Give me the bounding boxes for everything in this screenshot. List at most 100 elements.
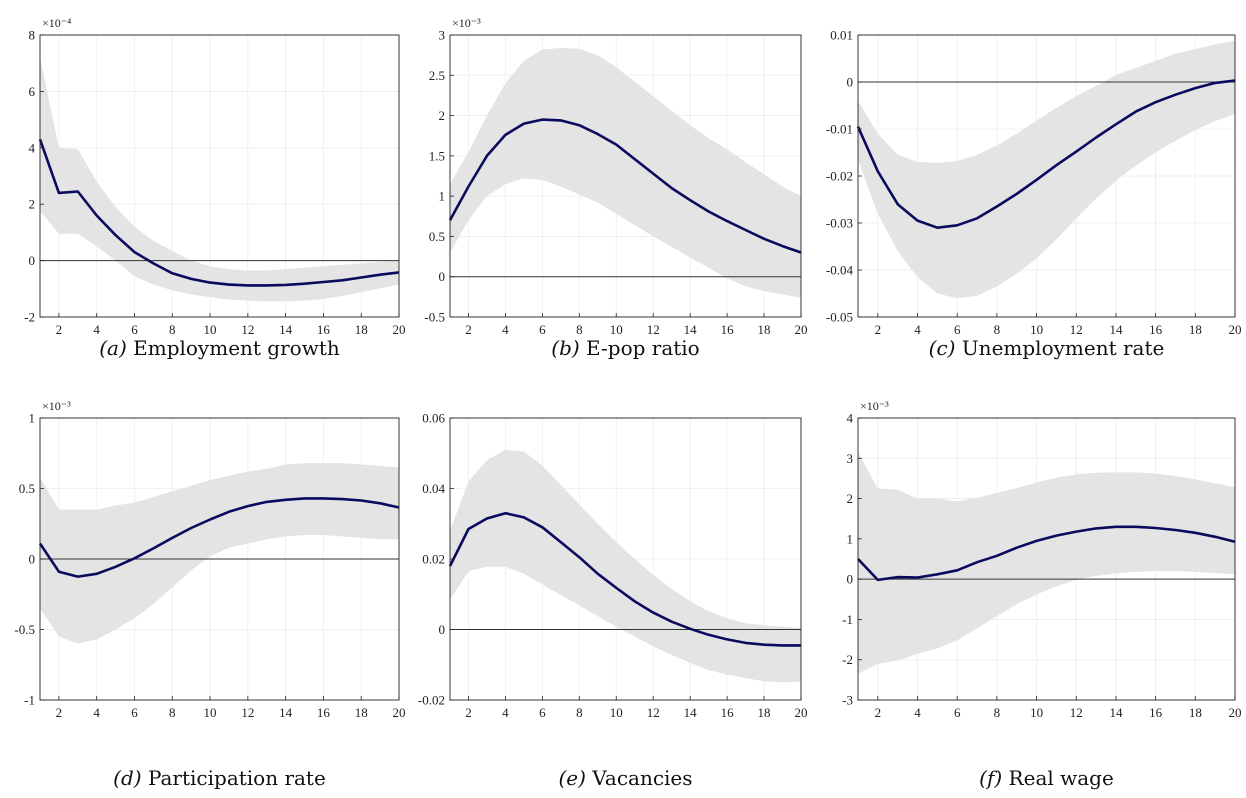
y-tick-label: -2: [24, 310, 35, 325]
caption-text: Employment growth: [133, 336, 340, 360]
y-tick-label: 4: [847, 411, 854, 426]
y-tick-label: 6: [29, 84, 36, 99]
y-tick-label: 0: [847, 75, 854, 90]
axis-exponent-label: ×10⁻³: [42, 399, 71, 413]
y-tick-label: 1.5: [429, 148, 445, 163]
x-tick-label: 20: [393, 322, 406, 337]
y-tick-label: 0: [29, 552, 36, 567]
x-tick-label: 14: [684, 322, 698, 337]
y-tick-label: 4: [29, 140, 36, 155]
y-tick-label: 1: [29, 411, 36, 426]
x-tick-label: 16: [1149, 705, 1163, 720]
y-tick-label: 2.5: [429, 68, 445, 83]
chart-caption: (c) Unemployment rate: [929, 336, 1165, 360]
axis-exponent-label: ×10⁻³: [860, 399, 889, 413]
y-tick-label: 0.5: [19, 481, 35, 496]
y-tick-label: -0.01: [826, 122, 853, 137]
response-line: [857, 525, 1236, 582]
y-tick-label: -0.5: [14, 622, 35, 637]
y-tick-label: 0.06: [422, 411, 445, 426]
x-tick-label: 8: [576, 705, 583, 720]
x-tick-label: 18: [758, 322, 771, 337]
x-tick-label: 14: [684, 705, 698, 720]
x-tick-label: 12: [1070, 705, 1083, 720]
x-tick-label: 18: [1189, 705, 1202, 720]
caption-label: (a): [99, 336, 133, 360]
axes-box: [857, 417, 1236, 701]
chart-panel-a: 2 4 6 8 10 12 14 16 18 20 -2 0 2 4 6 8 ×10⁻⁴ (a) Employme…: [24, 16, 405, 360]
axes-box: [449, 34, 802, 318]
chart-panel-b: 2 4 6 8 10 12 14 16 18 20 -0.5 0 0.5 1 1.5 2 2.5 3 ×10⁻³ (b…: [424, 16, 807, 360]
y-tick-label: -3: [842, 693, 853, 708]
response-line: [448, 511, 801, 647]
x-tick-label: 16: [721, 705, 735, 720]
x-tick-label: 16: [1149, 322, 1163, 337]
y-tick-label: 0.01: [830, 28, 853, 43]
axes-box: [39, 34, 400, 318]
y-tick-label: 3: [439, 28, 446, 43]
x-tick-label: 16: [721, 322, 735, 337]
x-tick-label: 14: [279, 322, 293, 337]
x-tick-label: 6: [131, 322, 138, 337]
x-tick-label: 8: [994, 322, 1001, 337]
chart-caption: (b) E-pop ratio: [551, 336, 699, 360]
x-tick-label: 12: [647, 705, 660, 720]
confidence-band: [858, 40, 1235, 299]
y-tick-label: 0: [439, 269, 446, 284]
x-tick-label: 2: [875, 705, 882, 720]
x-tick-label: 20: [795, 705, 808, 720]
y-tick-label: -0.03: [826, 216, 853, 231]
caption-label: (b): [551, 336, 586, 360]
confidence-band: [450, 47, 801, 298]
caption-label: (e): [558, 766, 592, 790]
x-tick-label: 14: [1109, 322, 1123, 337]
y-tick-label: 0.04: [422, 481, 445, 496]
confidence-band: [858, 452, 1235, 674]
x-tick-label: 2: [875, 322, 882, 337]
caption-text: Real wage: [1009, 766, 1114, 790]
y-tick-label: 0: [29, 253, 36, 268]
x-tick-label: 12: [241, 705, 254, 720]
caption-text: Unemployment rate: [962, 336, 1165, 360]
x-tick-label: 10: [1030, 705, 1043, 720]
x-tick-label: 18: [1189, 322, 1202, 337]
x-tick-label: 4: [502, 705, 509, 720]
x-tick-label: 2: [465, 705, 472, 720]
y-tick-label: -2: [842, 652, 853, 667]
confidence-band: [40, 463, 399, 644]
x-tick-label: 6: [131, 705, 138, 720]
x-tick-label: 10: [204, 322, 217, 337]
x-tick-label: 12: [241, 322, 254, 337]
x-tick-label: 4: [914, 705, 921, 720]
x-tick-label: 8: [169, 322, 176, 337]
y-tick-label: -0.04: [826, 263, 854, 278]
x-tick-label: 6: [539, 322, 546, 337]
y-tick-label: 1: [847, 531, 854, 546]
response-line: [856, 79, 1236, 229]
x-tick-label: 16: [317, 705, 331, 720]
x-tick-label: 8: [576, 322, 583, 337]
x-tick-label: 20: [1229, 322, 1242, 337]
y-tick-label: -0.02: [418, 693, 445, 708]
y-tick-label: 1: [439, 189, 446, 204]
chart-panel-d: 2 4 6 8 10 12 14 16 18 20 -1 -0.5 0 0.5 1 ×10⁻³ (d) Part…: [14, 399, 405, 790]
x-tick-label: 14: [279, 705, 293, 720]
chart-caption: (a) Employment growth: [99, 336, 340, 360]
x-tick-label: 20: [795, 322, 808, 337]
y-tick-label: -0.05: [826, 310, 853, 325]
y-tick-label: 0.02: [422, 552, 445, 567]
x-tick-label: 18: [355, 705, 368, 720]
axis-exponent-label: ×10⁻⁴: [42, 16, 71, 30]
x-tick-label: 14: [1109, 705, 1123, 720]
y-tick-label: 2: [847, 491, 854, 506]
x-tick-label: 8: [994, 705, 1001, 720]
x-tick-label: 10: [204, 705, 217, 720]
caption-label: (d): [113, 766, 148, 790]
x-tick-label: 20: [1229, 705, 1242, 720]
caption-label: (c): [929, 336, 962, 360]
x-tick-label: 2: [56, 322, 63, 337]
x-tick-label: 12: [647, 322, 660, 337]
x-tick-label: 8: [169, 705, 176, 720]
